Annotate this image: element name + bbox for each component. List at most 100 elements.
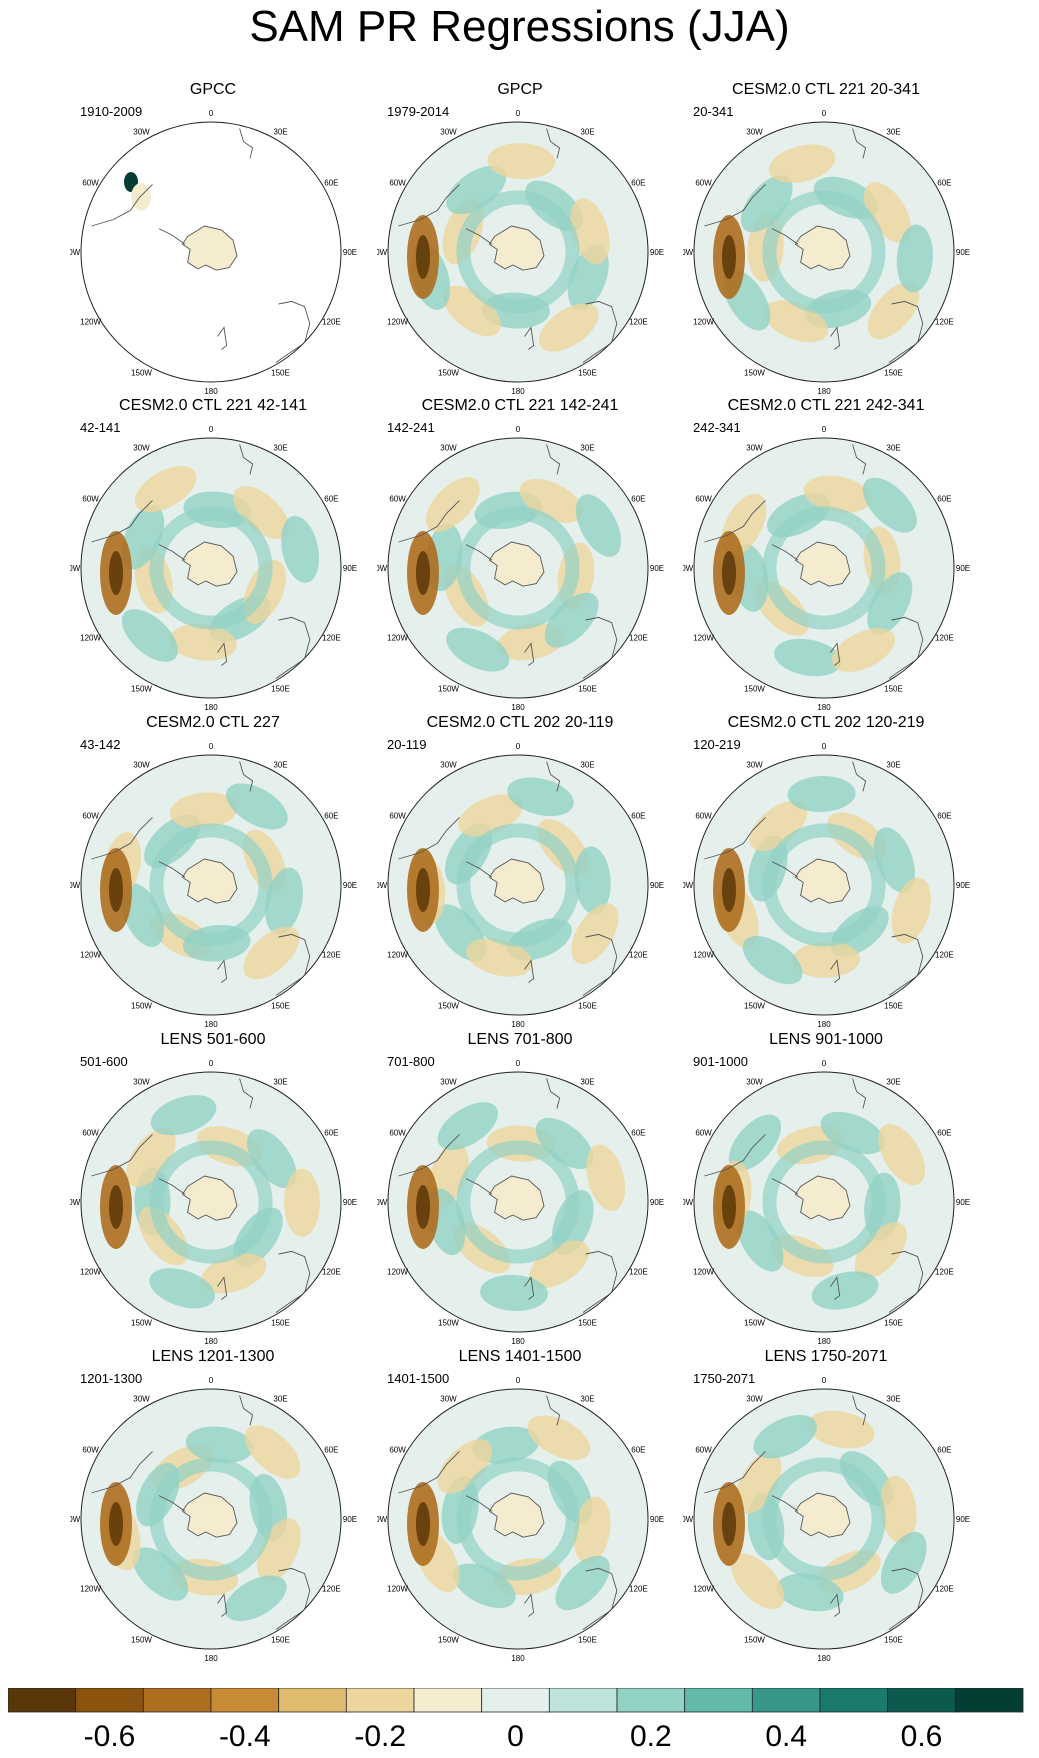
coastline [275,1567,311,1630]
colorbar-tick-label: -0.4 [219,1720,271,1753]
polar-map: 0 30E 60E 90E 120E 150E 180 150W 120W 90W 60W 30W [683,1059,970,1346]
map-border [387,754,649,1016]
longitude-label: 30W [746,1395,763,1404]
longitude-label: 90W [70,248,81,257]
longitude-label: 60W [82,495,99,504]
longitude-label: 90E [650,1198,664,1207]
contour-field [694,755,954,1015]
coastline [465,544,493,561]
anomaly-blob [768,144,836,184]
coastline [888,1567,924,1630]
anomaly-blob [570,198,610,265]
panel-period: 120-219 [693,737,741,752]
colorbar-swatch [210,1688,280,1713]
longitude-label: 60W [82,1446,99,1455]
longitude-label: 90E [650,564,664,573]
longitude-label: 60E [631,1129,645,1138]
dry-anomaly-core [722,235,736,279]
map-border [387,121,649,383]
map-panel: LENS 1750-2071 1750-2071 0 30E 60E 90E 120E 150… [683,1347,993,1663]
contour-field [81,1072,341,1332]
anomaly-blob [527,1415,591,1460]
anomaly-blob [879,1475,917,1544]
colorbar-swatch [684,1688,753,1713]
coastline [888,300,924,363]
panel-period: 701-800 [387,1054,435,1069]
longitude-label: 60E [631,1446,645,1455]
longitude-label: 60E [937,812,951,821]
longitude-label: 120E [322,1268,341,1277]
longitude-label: 150W [131,684,152,693]
colorbar-swatch [75,1688,144,1713]
anomaly-blob [466,938,533,977]
longitude-label: 90E [956,1198,970,1207]
contour-field [388,1389,648,1649]
anomaly-blob [437,1102,498,1150]
coastline [704,500,766,543]
longitude-label: 90W [683,248,694,257]
panel-title: CESM2.0 CTL 202 120-219 [727,714,925,731]
map-panel: LENS 1201-1300 1201-1300 0 30E 60E 90E 120E 150… [70,1347,380,1663]
antarctica-coast [488,1175,545,1221]
map-panel: CESM2.0 CTL 202 20-119 20-119 0 30E 60E 90E 12… [377,713,687,1029]
longitude-label: 90W [683,881,694,890]
longitude-label: 0 [822,109,827,118]
coastline [771,1178,799,1195]
longitude-label: 150E [884,1635,903,1644]
longitude-label: 120W [80,1268,101,1277]
anomaly-blob [863,182,912,243]
coastline [217,1276,228,1300]
map-border [387,1388,649,1650]
longitude-label: 180 [204,387,218,396]
map-border [80,754,342,1016]
longitude-label: 0 [209,425,214,434]
polar-map: 0 30E 60E 90E 120E 150E 180 150W 120W 90W 60W 30W [377,109,664,396]
coastline [771,1495,799,1512]
coastline [524,642,535,666]
contour-field [694,1072,954,1332]
coastline [852,444,867,475]
coastline [91,184,153,227]
longitude-label: 150E [884,1001,903,1010]
longitude-label: 90W [377,1515,388,1524]
longitude-label: 180 [817,1654,831,1663]
longitude-label: 30W [746,1078,763,1087]
coastline [465,1178,493,1195]
coastline [465,861,493,878]
longitude-label: 150E [884,684,903,693]
coastline [275,933,311,996]
contour-field [81,1389,341,1649]
coastline [524,959,535,983]
anomaly-blob [265,867,303,935]
anomaly-blob [867,282,920,340]
antarctica-coast [794,1175,851,1221]
anomaly-blob [226,783,288,830]
contour-field [694,438,954,698]
longitude-label: 30W [440,128,457,137]
dry-anomaly-core [416,868,430,912]
longitude-label: 90W [377,881,388,890]
longitude-label: 150E [578,1635,597,1644]
wet-ring [149,506,273,630]
antarctica-coast [181,1175,238,1221]
longitude-label: 60W [389,495,406,504]
wet-ring [456,823,580,947]
contour-field [388,1072,648,1332]
longitude-label: 150E [271,1318,290,1327]
longitude-label: 90E [343,1515,357,1524]
longitude-label: 0 [516,1059,521,1068]
anomaly-blob [891,877,931,944]
coastline [582,1250,618,1313]
coastline [546,128,561,159]
longitude-label: 60E [324,812,338,821]
map-border [80,1071,342,1333]
anomaly-blob [244,1425,301,1479]
coastline [91,1451,153,1494]
longitude-label: 180 [511,387,525,396]
longitude-label: 90E [343,248,357,257]
map-border [693,1071,955,1333]
wet-ring [149,823,273,947]
anomaly-blob [776,1573,844,1612]
dry-anomaly-core [416,1185,430,1229]
anomaly-blob [529,1240,590,1289]
